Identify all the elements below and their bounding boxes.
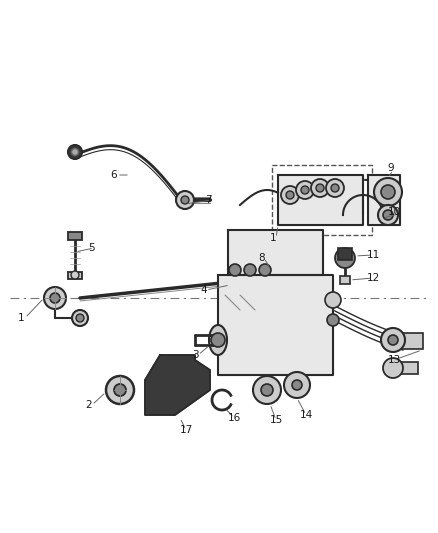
Circle shape xyxy=(211,333,225,347)
Circle shape xyxy=(335,248,355,268)
Circle shape xyxy=(286,191,294,199)
Circle shape xyxy=(176,191,194,209)
Circle shape xyxy=(71,271,79,279)
Text: 11: 11 xyxy=(367,250,380,260)
Bar xyxy=(272,165,372,235)
Circle shape xyxy=(383,210,393,220)
Circle shape xyxy=(292,380,302,390)
Circle shape xyxy=(281,186,299,204)
Bar xyxy=(340,276,350,284)
Text: 4: 4 xyxy=(200,285,207,295)
Circle shape xyxy=(76,314,84,322)
Text: 8: 8 xyxy=(258,253,265,263)
Circle shape xyxy=(327,314,339,326)
Text: 14: 14 xyxy=(300,410,313,420)
Circle shape xyxy=(325,292,341,308)
Circle shape xyxy=(50,293,60,303)
Text: 2: 2 xyxy=(85,400,92,410)
Text: 9: 9 xyxy=(387,163,394,173)
Bar xyxy=(68,272,82,279)
Polygon shape xyxy=(145,355,210,415)
Text: 5: 5 xyxy=(88,243,95,253)
Circle shape xyxy=(44,287,66,309)
Circle shape xyxy=(378,205,398,225)
Text: 1: 1 xyxy=(270,233,277,243)
Circle shape xyxy=(253,376,281,404)
Text: 1: 1 xyxy=(18,313,25,323)
Bar xyxy=(68,232,82,240)
Circle shape xyxy=(114,384,126,396)
Ellipse shape xyxy=(209,325,227,355)
Polygon shape xyxy=(278,175,363,225)
Circle shape xyxy=(331,184,339,192)
Polygon shape xyxy=(218,275,333,375)
Circle shape xyxy=(316,184,324,192)
Circle shape xyxy=(383,358,403,378)
Circle shape xyxy=(106,376,134,404)
Circle shape xyxy=(244,264,256,276)
Circle shape xyxy=(388,335,398,345)
Circle shape xyxy=(261,384,273,396)
Text: 10: 10 xyxy=(388,207,401,217)
Text: 12: 12 xyxy=(367,273,380,283)
Circle shape xyxy=(381,328,405,352)
Circle shape xyxy=(296,181,314,199)
Bar xyxy=(398,362,418,374)
Circle shape xyxy=(301,186,309,194)
Circle shape xyxy=(326,179,344,197)
Bar xyxy=(398,333,423,349)
Polygon shape xyxy=(228,230,323,275)
Polygon shape xyxy=(368,175,400,225)
Text: 15: 15 xyxy=(270,415,283,425)
Circle shape xyxy=(284,372,310,398)
Circle shape xyxy=(72,310,88,326)
Circle shape xyxy=(181,196,189,204)
Text: 16: 16 xyxy=(228,413,241,423)
Text: 6: 6 xyxy=(110,170,117,180)
Text: 7: 7 xyxy=(205,195,212,205)
Circle shape xyxy=(381,185,395,199)
Circle shape xyxy=(71,149,78,156)
Text: 17: 17 xyxy=(180,425,193,435)
Text: 13: 13 xyxy=(388,355,401,365)
Circle shape xyxy=(68,145,82,159)
Circle shape xyxy=(259,264,271,276)
Circle shape xyxy=(311,179,329,197)
Circle shape xyxy=(374,178,402,206)
Bar xyxy=(338,248,352,260)
Circle shape xyxy=(229,264,241,276)
Text: 3: 3 xyxy=(192,350,198,360)
